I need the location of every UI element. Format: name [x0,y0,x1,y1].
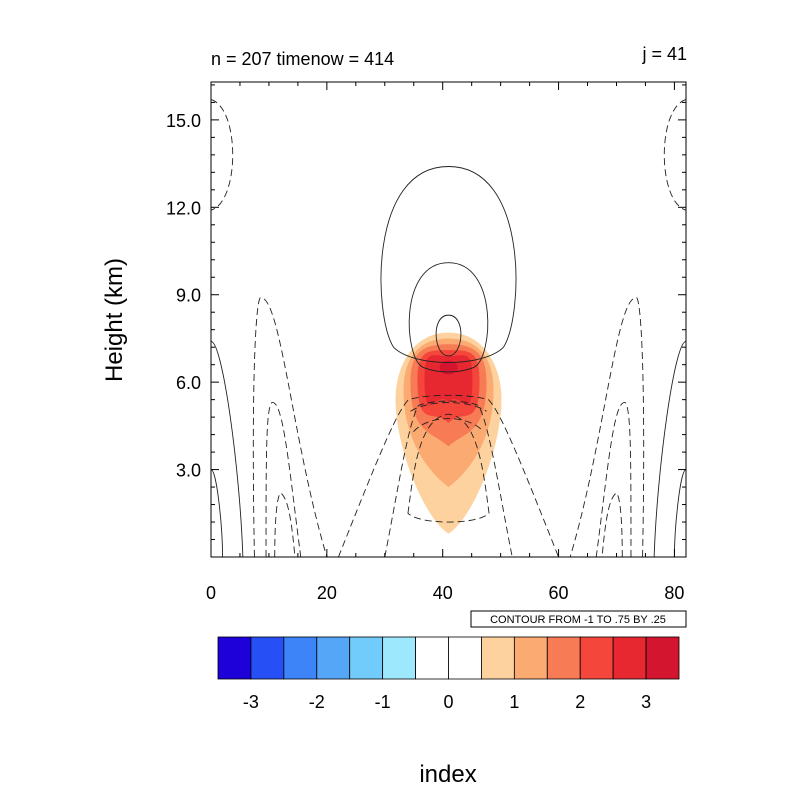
colorbar: -3 -2 -1 0 1 2 3 [217,636,680,712]
y-tick-label: 3.0 [176,461,201,481]
contour-line [663,99,687,211]
contour-line [338,394,559,558]
y-axis-label: Height (km) [101,258,128,382]
colorbar-label: -2 [309,692,325,712]
fill-peak [439,360,458,375]
contour-line [274,492,296,558]
colorbar-label: 2 [575,692,585,712]
x-tick-label: 40 [433,583,453,603]
colorbar-box [448,636,482,680]
contour-line [265,402,302,558]
y-tick-label: 9.0 [176,286,201,306]
fill-level-5 [424,355,473,405]
x-tick-label: 20 [317,583,337,603]
y-tick-label: 12.0 [166,198,201,218]
contour-line [653,340,687,558]
contour-line [210,469,224,558]
colorbar-box [546,636,581,680]
colorbar-label: -3 [243,692,259,712]
title-right: j = 41 [641,44,687,64]
contour-line [252,297,328,558]
colorbar-box [513,636,548,680]
contour-line [601,492,623,558]
colorbar-label: 3 [641,692,651,712]
colorbar-box [349,636,384,680]
contour-line [380,166,517,363]
contour-lines [210,99,687,558]
colorbar-box [612,636,647,680]
contour-line [413,418,484,432]
contour-line [410,402,487,412]
contour-info-box [470,610,687,628]
axis-ticks: 0 20 40 60 80 3.0 6.0 9.0 12.0 15.0 [166,82,686,603]
x-tick-label: 0 [206,583,216,603]
colorbar-box [481,636,515,680]
contour-info-text: CONTOUR FROM -1 TO .75 BY .25 [490,614,666,626]
y-tick-label: 6.0 [176,373,201,393]
colorbar-box [645,636,680,680]
colorbar-box [283,636,318,680]
colorbar-box [382,636,416,680]
title-left: n = 207 timenow = 414 [211,49,394,69]
colorbar-box [250,636,285,680]
filled-contours [395,332,502,534]
colorbar-box [316,636,351,680]
colorbar-label: -1 [375,692,391,712]
contour-line [435,314,462,357]
y-tick-label: 15.0 [166,111,201,131]
colorbar-box [217,636,252,680]
contour-line [210,99,234,211]
contour-line [673,469,687,558]
contour-line [210,340,244,558]
contour-line [595,402,632,558]
plot-frame [210,81,687,558]
colorbar-box [415,636,449,680]
colorbar-label: 1 [509,692,519,712]
contour-line [569,297,645,558]
x-tick-label: 80 [664,583,684,603]
colorbar-label: 0 [443,692,453,712]
contour-line [408,262,489,373]
contour-line [384,400,513,558]
x-axis-label: index [419,761,476,788]
x-tick-label: 60 [549,583,569,603]
colorbar-box [579,636,614,680]
